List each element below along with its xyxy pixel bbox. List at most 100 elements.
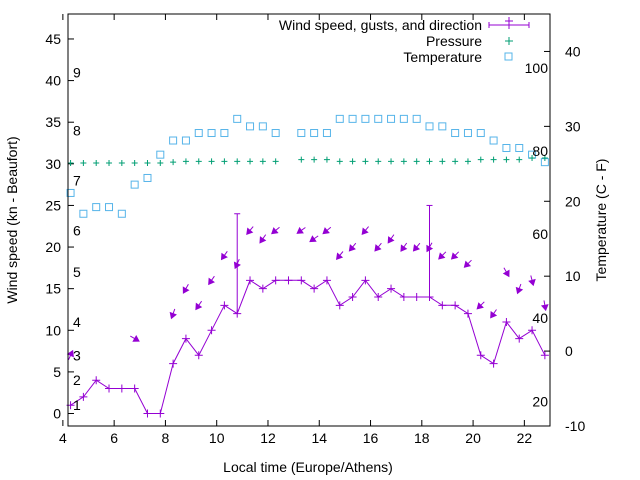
wind-speed-point [374, 292, 383, 301]
beaufort-label: 3 [73, 347, 81, 363]
beaufort-label: 2 [73, 372, 81, 388]
pressure-point [170, 159, 177, 166]
wind-direction-arrow [348, 242, 357, 252]
wind-speed-point [515, 334, 524, 343]
wind-speed-point [335, 301, 344, 310]
temperature-point [412, 114, 421, 123]
wind-direction-arrow [130, 334, 140, 342]
pressure-point [323, 156, 330, 163]
wind-direction-arrow [502, 267, 510, 278]
wind-speed-point [105, 384, 114, 393]
temperature-point [143, 173, 152, 182]
temperature-point [207, 129, 216, 138]
wind-direction-arrow [450, 251, 460, 260]
x-tick-label: 6 [110, 430, 118, 446]
x-tick-label: 22 [517, 430, 533, 446]
temperature-point [451, 129, 460, 138]
wind-direction-arrow [335, 251, 344, 260]
temperature-point [425, 122, 434, 131]
fahrenheit-label: 100 [525, 60, 549, 76]
temperature-point [169, 136, 178, 145]
wind-speed-point [502, 317, 511, 326]
pressure-point [221, 158, 228, 165]
wind-speed-point [322, 276, 331, 285]
temperature-point [489, 136, 498, 145]
temperature-point [66, 188, 75, 197]
temperature-point [105, 203, 114, 212]
y-axis-left-title: Wind speed (kn - Beaufort) [4, 136, 20, 303]
wind-speed-point [463, 309, 472, 318]
pressure-point [349, 158, 356, 165]
wind-direction-arrow [387, 234, 395, 244]
temperature-point [310, 129, 319, 138]
pressure-point [516, 156, 523, 163]
wind-direction-arrow [374, 242, 382, 252]
wind-speed-point [207, 326, 216, 335]
wind-direction-arrow [540, 300, 549, 312]
pressure-point [106, 159, 113, 166]
y-right-tick-label: 30 [565, 118, 581, 134]
legend: Wind speed, gusts, and direction Pressur… [279, 17, 530, 65]
wind-speed-point [143, 409, 152, 418]
wind-speed-point [297, 276, 306, 285]
temperature-point [156, 150, 165, 159]
wind-speed-point [92, 376, 101, 385]
y-left-tick-label: 5 [53, 364, 61, 380]
wind-direction-arrow [220, 251, 228, 261]
wind-direction-arrow [195, 300, 203, 311]
beaufort-label: 9 [73, 64, 81, 80]
y-left-tick-label: 0 [53, 406, 61, 422]
fahrenheit-label: 20 [532, 393, 548, 409]
pressure-point [490, 156, 497, 163]
wind-speed-point [271, 276, 280, 285]
wind-speed-point [361, 276, 370, 285]
pressure-point [208, 158, 215, 165]
pressure-point [247, 158, 254, 165]
wind-speed-point [412, 292, 421, 301]
plot-frame [67, 13, 551, 427]
wind-direction-arrow [169, 308, 177, 320]
wind-direction-arrow [438, 251, 447, 260]
wind-direction-arrow [182, 284, 190, 294]
temperature-point [79, 209, 88, 218]
wind-direction-arrow [412, 242, 421, 252]
legend-marker-temperature [504, 52, 513, 61]
pressure-point [413, 158, 420, 165]
beaufort-label: 6 [73, 222, 81, 238]
beaufort-label: 7 [73, 172, 81, 188]
tick-labels: 4 6 8 10 12 14 16 18 20 22051015202530354045-1001… [45, 31, 585, 446]
y-right-tick-label: -10 [565, 418, 585, 434]
wind-speed-point [540, 351, 549, 360]
wind-speed-point [310, 284, 319, 293]
wind-direction-arrow [463, 259, 472, 268]
beaufort-label: 8 [73, 123, 81, 139]
wind-speed-point [130, 384, 139, 393]
pressure-point [259, 158, 266, 165]
temperature-point [387, 114, 396, 123]
x-tick-label: 8 [162, 430, 170, 446]
pressure-point [400, 158, 407, 165]
pressure-point [234, 158, 241, 165]
y-right-tick-label: 20 [565, 193, 581, 209]
beaufort-label: 1 [73, 397, 81, 413]
wind-speed-point [220, 301, 229, 310]
y-left-tick-label: 25 [45, 197, 61, 213]
wind-speed-point [399, 292, 408, 301]
wind-direction-arrow [259, 234, 267, 244]
y-right-tick-label: 40 [565, 43, 581, 59]
y-right-tick-label: 0 [565, 343, 573, 359]
wind-direction-arrow [515, 283, 524, 295]
wind-speed-point [348, 292, 357, 301]
pressure-point [388, 158, 395, 165]
pressure-point [118, 159, 125, 166]
wind-direction-arrow [208, 275, 216, 286]
temperature-point [438, 122, 447, 131]
temperature-point [476, 129, 485, 138]
pressure-point [503, 156, 510, 163]
temperature-point [348, 114, 357, 123]
temperature-point [271, 129, 280, 138]
pressure-point [80, 159, 87, 166]
wind-direction-arrow [528, 275, 536, 287]
x-tick-label: 14 [311, 430, 327, 446]
temperature-point [463, 129, 472, 138]
